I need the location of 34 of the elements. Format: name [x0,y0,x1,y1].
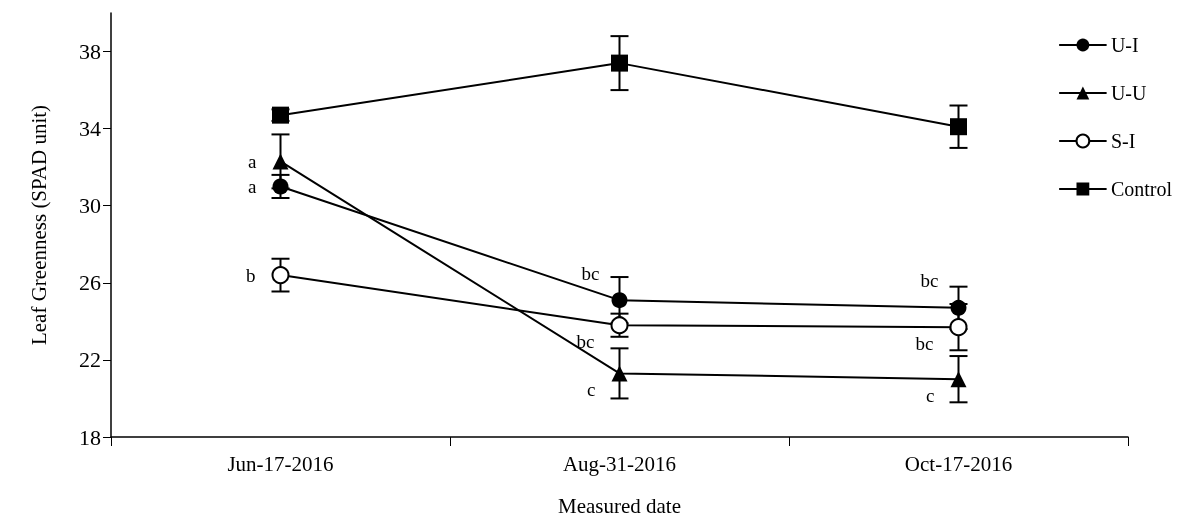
legend-label: U-U [1110,82,1147,104]
y-tick-label: 22 [79,347,101,373]
point [611,365,628,382]
point [950,118,967,136]
point [611,54,628,72]
point [272,153,289,170]
point [272,178,289,195]
x-tick-label: Oct-17-2016 [904,451,1013,476]
data-label: b [246,264,256,286]
data-label: a [248,175,258,197]
point [949,318,968,337]
y-tick-label: 18 [79,424,101,450]
y-tick-label: 38 [79,39,101,65]
y-tick-label: 26 [79,270,101,296]
data-label: c [926,384,935,406]
legend-label: Control [1110,178,1173,200]
legend-label: S-I [1110,130,1136,152]
point [611,292,628,309]
x-axis-title: Measured date [557,493,682,518]
y-axis-title: Leaf Greenness (SPAD unit) [26,104,51,346]
data-label: bc [920,270,939,292]
point [950,371,967,388]
y-tick-label: 34 [79,116,101,142]
data-label: bc [915,332,934,354]
data-label: bc [581,262,600,284]
x-tick-label: Jun-17-2016 [227,451,334,476]
legend-label: U-I [1110,34,1139,56]
data-label: a [248,150,258,172]
point [271,266,290,285]
data-label: bc [576,330,595,352]
data-label: c [587,378,596,400]
point [950,299,967,316]
x-tick-label: Aug-31-2016 [562,451,677,476]
y-tick-label: 30 [79,193,101,219]
